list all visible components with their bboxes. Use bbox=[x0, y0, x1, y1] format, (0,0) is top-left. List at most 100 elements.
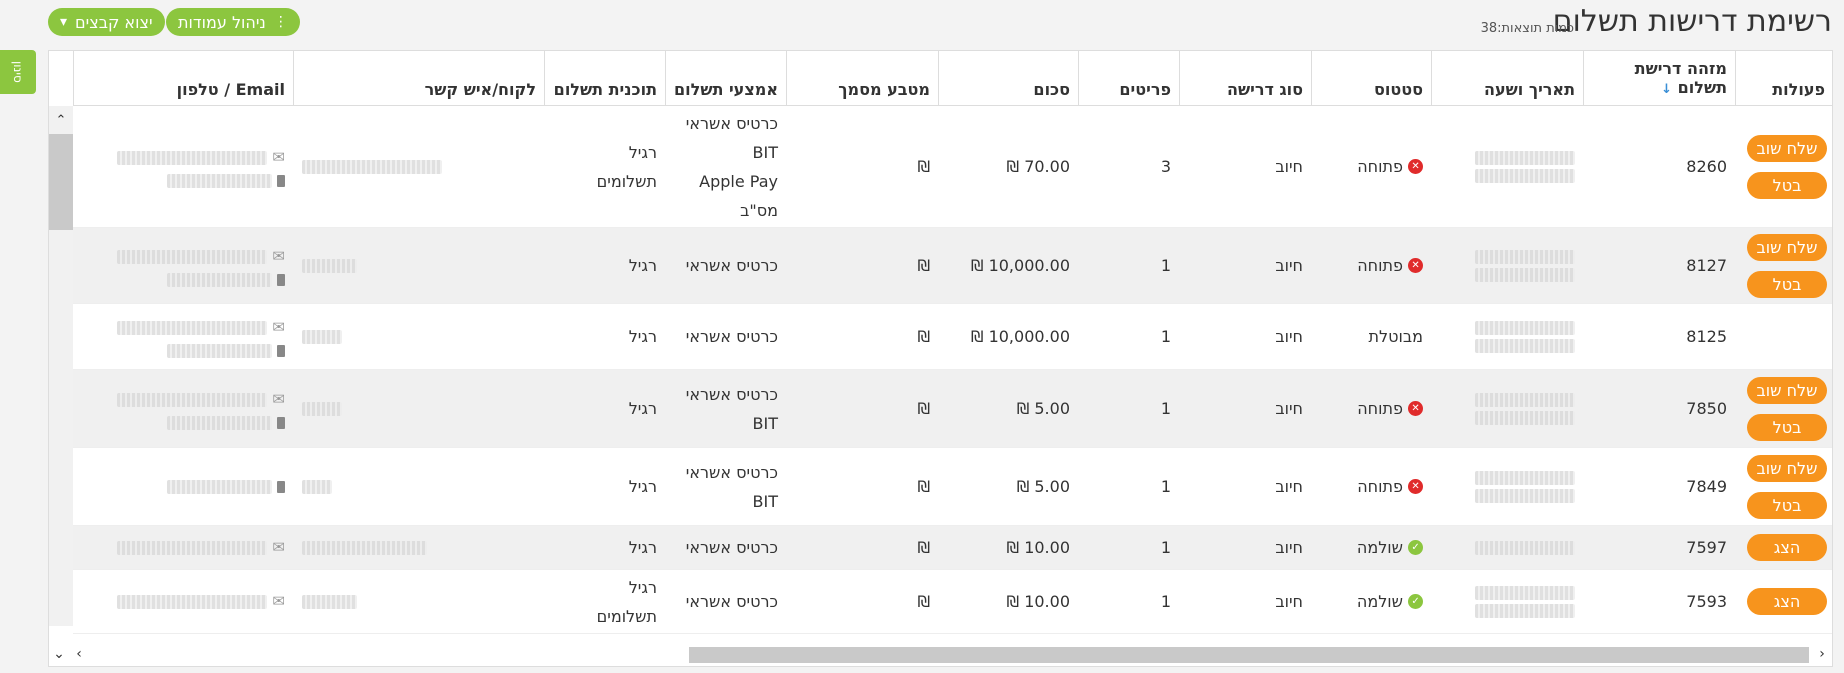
horizontal-scrollbar[interactable]: ⌄ ‹ › bbox=[49, 642, 1832, 666]
payment-method: BIT bbox=[752, 142, 778, 162]
payment-method: כרטיס אשראי bbox=[685, 256, 778, 275]
cancel-button[interactable]: בטל bbox=[1747, 413, 1827, 441]
redacted-date bbox=[1475, 150, 1575, 165]
resend-button[interactable]: שלח שוב bbox=[1747, 376, 1827, 404]
col-items[interactable]: פריטים bbox=[1078, 51, 1179, 105]
envelope-icon: ✉ bbox=[272, 247, 285, 265]
phone-line[interactable] bbox=[167, 414, 285, 432]
cancel-button[interactable]: בטל bbox=[1747, 270, 1827, 298]
sum: 10,000.00 ₪ bbox=[970, 256, 1070, 275]
redacted-email bbox=[117, 594, 268, 609]
col-status[interactable]: סטטוס bbox=[1311, 51, 1431, 105]
redacted-customer[interactable] bbox=[302, 479, 332, 494]
table-row[interactable]: שלח שוב בטל 8260 ✕ פתוחה חיוב 3 70.00 ₪ ₪ כרטיס א… bbox=[73, 106, 1832, 228]
email-line[interactable]: ✉ bbox=[117, 533, 285, 562]
payment-method: BIT bbox=[752, 413, 778, 433]
redacted-time bbox=[1475, 488, 1575, 503]
table-row[interactable]: הצג 7597 ✓ שולמה חיוב 1 10.00 ₪ ₪ כרטיס אשראי רגי… bbox=[73, 526, 1832, 570]
col-payment-methods[interactable]: אמצעי תשלום bbox=[665, 51, 786, 105]
x-circle-icon: ✕ bbox=[1408, 479, 1423, 494]
scroll-right-icon[interactable]: › bbox=[1819, 646, 1825, 662]
payment-methods: כרטיס אשראי BIT bbox=[665, 370, 786, 447]
row-actions bbox=[1735, 304, 1832, 369]
date-time-redacted bbox=[1431, 570, 1583, 633]
request-type: חיוב bbox=[1275, 399, 1303, 418]
vertical-scrollbar[interactable]: ⌃ bbox=[49, 106, 73, 626]
request-type: חיוב bbox=[1275, 157, 1303, 176]
email-line[interactable]: ✉ bbox=[117, 143, 285, 172]
payment-methods: כרטיס אשראי bbox=[665, 304, 786, 369]
filter-side-tab[interactable]: סינון bbox=[0, 50, 36, 94]
redacted-customer[interactable] bbox=[302, 540, 427, 555]
redacted-time bbox=[1475, 410, 1575, 425]
phone-line[interactable] bbox=[167, 342, 285, 360]
table-row[interactable]: הצג 7593 ✓ שולמה חיוב 1 10.00 ₪ ₪ כרטיס אשראי רגי… bbox=[73, 570, 1832, 634]
request-type: חיוב bbox=[1275, 327, 1303, 346]
customer-redacted bbox=[293, 304, 544, 369]
request-id: 7849 bbox=[1686, 477, 1727, 496]
phone-line[interactable] bbox=[167, 172, 285, 190]
redacted-customer[interactable] bbox=[302, 401, 342, 416]
redacted-email bbox=[117, 320, 268, 335]
redacted-customer[interactable] bbox=[302, 159, 442, 174]
sort-down-icon[interactable]: ↓ bbox=[1661, 82, 1673, 97]
payment-plan-line: רגיל bbox=[628, 399, 657, 418]
scroll-left-icon[interactable]: ‹ bbox=[76, 646, 82, 662]
currency: ₪ bbox=[917, 477, 930, 496]
col-customer[interactable]: לקוח/איש קשר bbox=[293, 51, 544, 105]
email-line[interactable]: ✉ bbox=[117, 587, 285, 616]
manage-columns-button[interactable]: ⋮ ניהול עמודות bbox=[166, 8, 300, 36]
resend-button[interactable]: שלח שוב bbox=[1747, 134, 1827, 162]
col-currency[interactable]: מטבע מסמך bbox=[786, 51, 938, 105]
col-request-id[interactable]: מזהה דרישת תשלום ↓ bbox=[1583, 51, 1735, 105]
vertical-scroll-thumb[interactable] bbox=[49, 134, 73, 230]
show-button[interactable]: הצג bbox=[1747, 534, 1827, 561]
table-header: פעולות מזהה דרישת תשלום ↓ תאריך ושעה סטט… bbox=[73, 51, 1832, 106]
scroll-up-icon[interactable]: ⌃ bbox=[55, 112, 67, 128]
col-request-id-label: מזהה דרישת תשלום ↓ bbox=[1634, 59, 1727, 97]
col-email-phone[interactable]: Email / טלפון bbox=[73, 51, 293, 105]
table-row[interactable]: שלח שוב בטל 7850 ✕ פתוחה חיוב 1 5.00 ₪ ₪ כרטיס אש… bbox=[73, 370, 1832, 448]
resend-button[interactable]: שלח שוב bbox=[1747, 233, 1827, 261]
scroll-down-icon[interactable]: ⌄ bbox=[53, 646, 65, 662]
col-payment-plan[interactable]: תוכנית תשלום bbox=[544, 51, 665, 105]
cancel-button[interactable]: בטל bbox=[1747, 171, 1827, 199]
contact-redacted: ✉ bbox=[73, 526, 293, 569]
payment-method: Apple Pay bbox=[699, 171, 778, 191]
table-row[interactable]: שלח שוב בטל 8127 ✕ פתוחה חיוב 1 10,000.00 ₪ ₪ כרט… bbox=[73, 228, 1832, 304]
phone-line[interactable] bbox=[167, 478, 285, 496]
payment-method: כרטיס אשראי bbox=[685, 327, 778, 346]
col-sum[interactable]: סכום bbox=[938, 51, 1078, 105]
show-button[interactable]: הצג bbox=[1747, 588, 1827, 615]
payment-method: כרטיס אשראי bbox=[685, 538, 778, 557]
email-line[interactable]: ✉ bbox=[117, 313, 285, 342]
table-row[interactable]: שלח שוב בטל 7849 ✕ פתוחה חיוב 1 5.00 ₪ ₪ כרטיס אש… bbox=[73, 448, 1832, 526]
payment-plan-line: רגיל bbox=[628, 327, 657, 346]
request-id: 8260 bbox=[1686, 157, 1727, 176]
email-line[interactable]: ✉ bbox=[117, 385, 285, 414]
envelope-icon: ✉ bbox=[272, 318, 285, 336]
table-row[interactable]: 8125 מבוטלת חיוב 1 10,000.00 ₪ ₪ כרטיס אשראי רג… bbox=[73, 304, 1832, 370]
export-files-label: יצוא קבצים bbox=[75, 12, 153, 32]
request-type: חיוב bbox=[1275, 538, 1303, 557]
sum: 5.00 ₪ bbox=[1016, 477, 1070, 496]
resend-button[interactable]: שלח שוב bbox=[1747, 454, 1827, 482]
phone-line[interactable] bbox=[167, 271, 285, 289]
col-type[interactable]: סוג דרישה bbox=[1179, 51, 1311, 105]
cancel-button[interactable]: בטל bbox=[1747, 491, 1827, 519]
contact-redacted: ✉ bbox=[73, 106, 293, 227]
currency: ₪ bbox=[917, 256, 930, 275]
payment-method: BIT bbox=[752, 491, 778, 511]
export-files-button[interactable]: יצוא קבצים ▾ bbox=[48, 8, 165, 36]
horizontal-scroll-thumb[interactable] bbox=[689, 647, 1809, 663]
redacted-date bbox=[1475, 249, 1575, 264]
redacted-customer[interactable] bbox=[302, 329, 342, 344]
currency: ₪ bbox=[917, 157, 930, 176]
status-label: שולמה bbox=[1356, 592, 1403, 611]
contact-redacted: ✉ bbox=[73, 304, 293, 369]
col-date[interactable]: תאריך ושעה bbox=[1431, 51, 1583, 105]
redacted-customer[interactable] bbox=[302, 594, 357, 609]
redacted-customer[interactable] bbox=[302, 258, 357, 273]
status-label: פתוחה bbox=[1357, 256, 1403, 275]
email-line[interactable]: ✉ bbox=[117, 242, 285, 271]
